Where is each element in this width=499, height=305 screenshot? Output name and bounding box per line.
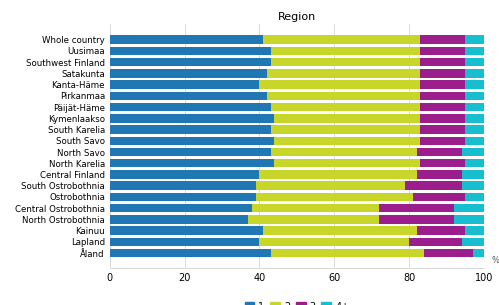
Bar [465,114,484,123]
Bar [110,181,255,190]
Bar [465,69,484,77]
Bar [270,249,424,257]
Legend: 1, 2, 3, 4+: 1, 2, 3, 4+ [241,298,353,305]
Bar [465,137,484,145]
Bar [259,81,420,89]
Bar [462,181,484,190]
Bar [465,58,484,66]
Bar [420,35,465,44]
Bar [110,103,270,111]
Bar [110,238,259,246]
Bar [420,137,465,145]
Bar [110,193,255,201]
Bar [417,226,465,235]
Bar [465,193,484,201]
Bar [110,81,259,89]
Bar [420,47,465,55]
Bar [409,238,462,246]
Bar [465,35,484,44]
Bar [465,47,484,55]
Bar [274,137,420,145]
Bar [270,125,420,134]
Bar [110,92,267,100]
Bar [417,170,462,179]
Bar [110,114,274,123]
Bar [110,226,263,235]
Bar [267,69,420,77]
Bar [379,215,454,224]
Bar [270,58,420,66]
Bar [110,204,252,212]
Bar [454,204,484,212]
Bar [465,92,484,100]
Bar [110,159,274,167]
Bar [274,159,420,167]
Bar [270,47,420,55]
Bar [462,148,484,156]
Bar [110,125,270,134]
Bar [248,215,379,224]
Bar [465,226,484,235]
Bar [424,249,473,257]
Bar [110,249,270,257]
Bar [465,159,484,167]
Bar [379,204,454,212]
Title: Region: Region [278,12,316,22]
Text: %: % [492,257,499,265]
Bar [259,238,409,246]
Bar [420,81,465,89]
Bar [110,35,263,44]
Bar [420,58,465,66]
Bar [110,47,270,55]
Bar [420,125,465,134]
Bar [420,114,465,123]
Bar [110,58,270,66]
Bar [462,238,484,246]
Bar [465,125,484,134]
Bar [465,103,484,111]
Bar [420,69,465,77]
Bar [267,92,420,100]
Bar [259,170,417,179]
Bar [420,159,465,167]
Bar [110,215,248,224]
Bar [255,181,405,190]
Bar [454,215,484,224]
Bar [270,148,417,156]
Bar [420,103,465,111]
Bar [465,81,484,89]
Bar [462,170,484,179]
Bar [110,148,270,156]
Bar [263,226,417,235]
Bar [255,193,413,201]
Bar [110,137,274,145]
Bar [405,181,462,190]
Bar [417,148,462,156]
Bar [252,204,379,212]
Bar [263,35,420,44]
Bar [420,92,465,100]
Bar [274,114,420,123]
Bar [270,103,420,111]
Bar [473,249,484,257]
Bar [110,170,259,179]
Bar [413,193,465,201]
Bar [110,69,267,77]
